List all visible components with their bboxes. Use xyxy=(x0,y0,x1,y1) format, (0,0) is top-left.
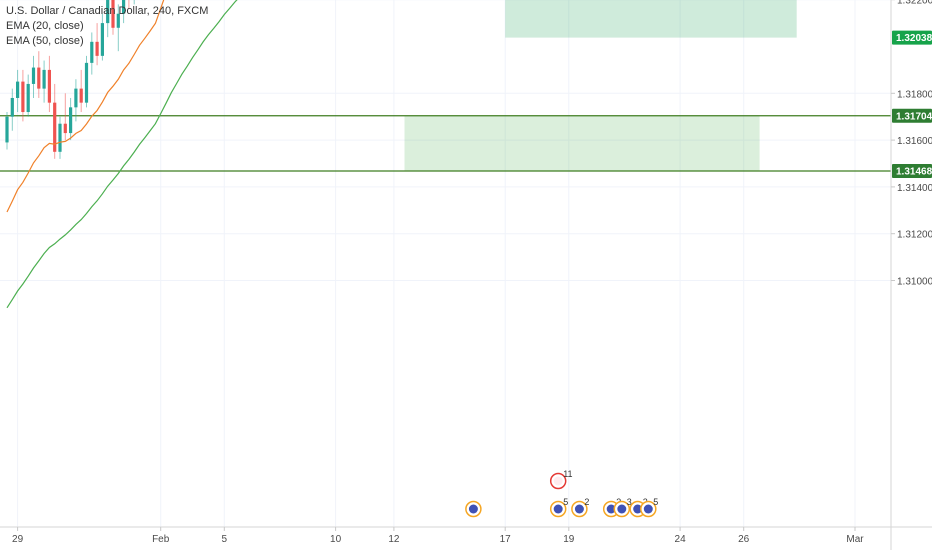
price-label-text: 1.31468 xyxy=(896,166,932,177)
legend-title[interactable]: U.S. Dollar / Canadian Dollar, 240, FXCM xyxy=(6,5,209,17)
legend-ema50[interactable]: EMA (50, close) xyxy=(6,35,84,47)
price-tick-label: 1.31400 xyxy=(897,183,932,194)
price-tick-label: 1.31600 xyxy=(897,136,932,147)
event-markers: 11523325 xyxy=(465,469,658,518)
event-marker-flag-icon xyxy=(643,504,653,514)
candle-body xyxy=(111,0,115,28)
legend-ema20[interactable]: EMA (20, close) xyxy=(6,20,84,32)
event-marker-flag-icon xyxy=(633,504,643,514)
price-tick-label: 1.31800 xyxy=(897,89,932,100)
ema-lines xyxy=(6,0,238,309)
price-label-box xyxy=(892,30,932,45)
candle-body xyxy=(53,102,57,152)
price-label-box xyxy=(892,163,932,178)
time-tick-label: 29 xyxy=(12,534,24,545)
event-marker-count: 11 xyxy=(563,469,572,479)
event-marker-count: 2 xyxy=(584,497,589,507)
candle-body xyxy=(95,41,99,56)
price-axis[interactable]: 1.334001.332001.328001.326001.324001.322… xyxy=(891,0,932,288)
event-marker-flag-icon xyxy=(553,504,563,514)
demand-zone xyxy=(404,115,760,171)
candle-body xyxy=(42,69,46,89)
candle-body xyxy=(16,81,20,98)
candle-body xyxy=(79,88,83,103)
take-profit-zone xyxy=(505,0,797,38)
time-tick-label: 17 xyxy=(500,534,512,545)
candle-body xyxy=(84,62,89,103)
candle-body xyxy=(58,123,62,152)
time-tick-label: 12 xyxy=(388,534,400,545)
time-axis[interactable]: 29 Feb 5 10 12 17 19 24 26 Mar xyxy=(12,527,864,545)
event-marker-count: 3 xyxy=(627,497,632,507)
candle-body xyxy=(74,88,78,108)
candle-body xyxy=(122,0,126,14)
event-marker-flag-icon xyxy=(617,504,627,514)
zones xyxy=(404,0,797,171)
candle-body xyxy=(106,0,110,24)
candle-body xyxy=(63,123,67,134)
event-marker-count: 5 xyxy=(653,497,658,507)
ema50-line xyxy=(6,0,238,309)
price-tick-label: 1.31000 xyxy=(897,277,932,288)
time-tick-label: 5 xyxy=(222,534,228,545)
time-tick-label: 24 xyxy=(675,534,687,545)
time-tick-label: 26 xyxy=(738,534,750,545)
time-tick-label: 19 xyxy=(563,534,575,545)
event-marker-flag-icon xyxy=(468,504,478,514)
price-tick-label: 1.32200 xyxy=(897,0,932,7)
price-tick-label: 1.31200 xyxy=(897,230,932,241)
event-marker-flag-icon xyxy=(553,476,563,486)
candle-body xyxy=(116,13,120,28)
candle-body xyxy=(31,67,36,84)
time-tick-label: 10 xyxy=(330,534,342,545)
price-label-text: 1.32038 xyxy=(896,33,932,44)
price-label-box xyxy=(892,108,932,123)
candle-body xyxy=(37,67,41,89)
candle-body xyxy=(26,83,30,113)
candle-body xyxy=(21,81,25,113)
horizontal-levels xyxy=(0,115,891,172)
candle-body xyxy=(100,23,104,56)
ema20-line xyxy=(6,0,165,213)
candle-body xyxy=(90,41,94,63)
time-tick-label: Mar xyxy=(846,534,864,545)
candle-body xyxy=(5,116,9,143)
candle-body xyxy=(47,69,51,103)
candles xyxy=(5,0,135,159)
price-label-text: 1.31704 xyxy=(896,111,932,122)
time-tick-label: Feb xyxy=(152,534,170,545)
event-marker-flag-icon xyxy=(574,504,584,514)
event-marker-flag-icon xyxy=(606,504,616,514)
price-labels: 1.329731.329301.327481.327451.324791.320… xyxy=(892,30,932,178)
legend[interactable]: U.S. Dollar / Canadian Dollar, 240, FXCM… xyxy=(6,4,208,49)
candle-body xyxy=(10,97,14,117)
candle-body xyxy=(69,107,73,134)
event-marker-count: 5 xyxy=(563,497,568,507)
